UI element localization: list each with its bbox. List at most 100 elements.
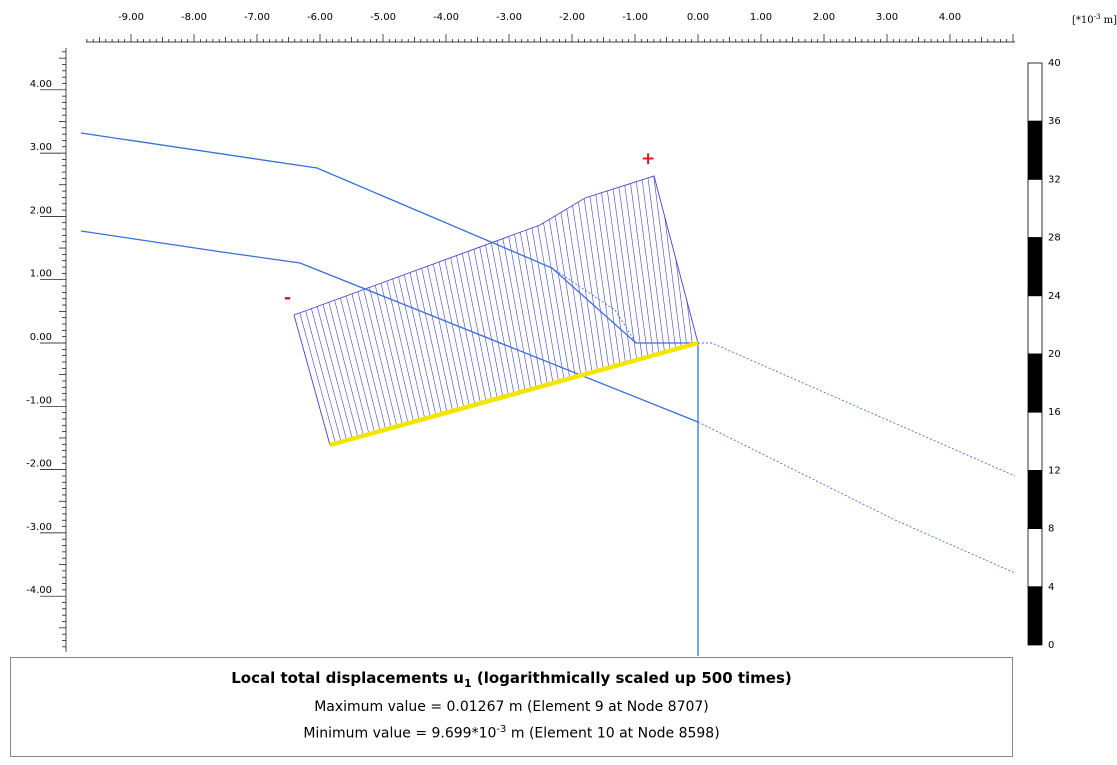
- hatch-line: [467, 251, 498, 399]
- dashed-line-2: [698, 342, 1016, 477]
- hatch-line: [311, 308, 348, 441]
- hatch-line: [334, 300, 370, 435]
- legend-tick-label: 4: [1048, 582, 1054, 593]
- result-info-box: Local total displacements u1 (logarithmi…: [10, 657, 1013, 757]
- x-tick-label: -9.00: [118, 12, 144, 23]
- legend-tick-label: 32: [1048, 174, 1061, 185]
- hatch-line: [351, 293, 387, 430]
- legend-tick-label: 20: [1048, 349, 1061, 360]
- legend-segment: [1027, 295, 1043, 355]
- hatch-line: [624, 185, 649, 357]
- hatch-line: [560, 212, 587, 374]
- hatch-line: [612, 188, 637, 361]
- x-tick-label: 4.00: [939, 12, 961, 23]
- legend-unit: [*10-3 m]: [1072, 13, 1117, 26]
- hatch-line: [641, 179, 665, 353]
- legend-tick-label: 36: [1048, 116, 1061, 127]
- x-tick-label: 2.00: [813, 12, 835, 23]
- hatch-line: [531, 227, 559, 382]
- legend-segment: [1027, 120, 1043, 180]
- hatch-line: [601, 192, 626, 364]
- hatch-line: [432, 263, 465, 408]
- dashed-line-3: [697, 421, 1016, 574]
- y-tick-label: 2.00: [30, 205, 52, 216]
- hatch-line: [456, 255, 487, 402]
- hatch-line: [398, 276, 431, 418]
- lower-soil-line: [80, 230, 699, 423]
- geometry-lines: [80, 132, 699, 656]
- hatch-line: [578, 201, 604, 370]
- hatch-line: [444, 259, 476, 405]
- hatch-line: [450, 257, 481, 404]
- x-tick-label: -6.00: [307, 12, 333, 23]
- y-tick-label: 4.00: [30, 79, 52, 90]
- maximum-value-text: Maximum value = 0.01267 m (Element 9 at …: [314, 699, 709, 715]
- hatch-line: [340, 297, 375, 433]
- x-tick-label: -7.00: [244, 12, 270, 23]
- x-tick-label: 3.00: [876, 12, 898, 23]
- x-tick-label: 1.00: [750, 12, 772, 23]
- y-tick-label: 1.00: [30, 269, 52, 280]
- hatch-line: [647, 177, 671, 351]
- y-tick-label: -4.00: [26, 585, 52, 596]
- hatch-line: [508, 236, 537, 388]
- x-tick-label: -2.00: [559, 12, 585, 23]
- legend-tick-label: 28: [1048, 233, 1061, 244]
- hatch-line: [675, 258, 688, 347]
- hatch-line: [473, 249, 504, 398]
- x-tick-label: -3.00: [496, 12, 522, 23]
- hatch-line: [461, 253, 492, 401]
- legend-segment: [1027, 178, 1043, 238]
- hatch-line: [345, 295, 381, 432]
- hatch-line: [566, 208, 593, 373]
- hatch-line: [369, 287, 403, 425]
- hatch-line: [374, 285, 409, 424]
- y-tick-label: 3.00: [30, 142, 52, 153]
- result-title: Local total displacements u1 (logarithmi…: [231, 669, 792, 690]
- hatch-line: [415, 270, 448, 413]
- hatch-line: [386, 280, 420, 421]
- hatch-line: [322, 304, 359, 438]
- plus-sign: +: [641, 149, 655, 169]
- displacement-hatching: [293, 175, 699, 446]
- legend-tick-label: 8: [1048, 524, 1054, 535]
- hatch-line: [618, 187, 643, 359]
- hatch-line: [363, 289, 398, 427]
- minimum-value-text: Minimum value = 9.699*10-3 m (Element 10…: [303, 724, 720, 742]
- hatch-line: [328, 302, 364, 436]
- hatch-line: [380, 283, 414, 422]
- x-tick-label: -8.00: [181, 12, 207, 23]
- legend-tick-label: 40: [1048, 58, 1061, 69]
- y-tick-label: -1.00: [26, 395, 52, 406]
- hatch-line: [543, 222, 571, 379]
- hatch-line: [316, 306, 353, 439]
- legend-segment: [1027, 237, 1043, 297]
- hatch-line: [583, 198, 610, 368]
- hatch-line: [305, 310, 342, 442]
- x-tick-label: 0.00: [687, 12, 709, 23]
- hatch-line: [438, 261, 470, 407]
- legend-tick-label: 0: [1048, 640, 1054, 651]
- hatch-line: [630, 183, 654, 356]
- hatch-line: [403, 274, 437, 416]
- x-tick-label: -1.00: [622, 12, 648, 23]
- hatch-line: [572, 205, 598, 371]
- hatch-line: [664, 216, 682, 348]
- plate-element: [329, 340, 699, 448]
- hatch-line: [595, 194, 621, 365]
- legend-segment: [1027, 528, 1043, 588]
- legend-segment: [1027, 62, 1043, 122]
- legend-segment: [1027, 411, 1043, 471]
- legend-tick-label: 12: [1048, 465, 1061, 476]
- hatch-line: [525, 230, 554, 384]
- dashed-line-1: [551, 267, 637, 344]
- x-axis-ruler: -9.00 -8.00 -7.00 -6.00 -5.00 -4.00 -3.00 -2.00…: [86, 12, 1015, 43]
- hatch-line: [502, 238, 532, 390]
- x-tick-label: -5.00: [370, 12, 396, 23]
- displacement-edge: [293, 314, 331, 446]
- hatch-line: [520, 232, 548, 385]
- hatch-line: [490, 242, 520, 393]
- dashed-geometry-lines: [551, 267, 1016, 574]
